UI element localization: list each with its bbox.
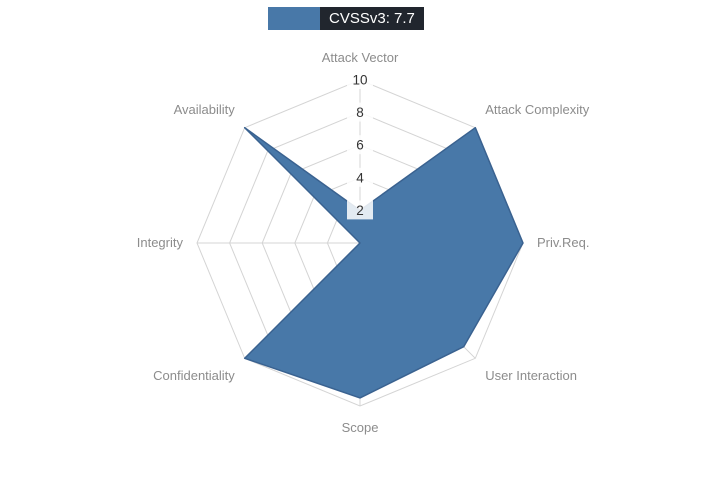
tick-label: 8 (347, 102, 373, 122)
legend[interactable]: CVSSv3: 7.7 (268, 7, 424, 30)
svg-text:6: 6 (356, 138, 364, 153)
tick-label: 6 (347, 135, 373, 155)
axis-label-scope: Scope (342, 420, 379, 435)
axis-label-integrity: Integrity (137, 235, 184, 250)
axis-label-attack-complexity: Attack Complexity (485, 102, 590, 117)
axis-label-confidentiality: Confidentiality (153, 368, 235, 383)
tick-label: 2 (347, 200, 373, 220)
axis-label-availability: Availability (174, 102, 236, 117)
svg-text:10: 10 (352, 73, 367, 88)
axis-label-priv-req-: Priv.Req. (537, 235, 590, 250)
tick-label: 4 (347, 167, 373, 187)
svg-text:8: 8 (356, 105, 364, 120)
axis-label-user-interaction: User Interaction (485, 368, 577, 383)
svg-text:4: 4 (356, 170, 364, 185)
legend-label: CVSSv3: 7.7 (320, 7, 424, 30)
tick-label: 10 (347, 70, 373, 89)
svg-text:2: 2 (356, 203, 364, 218)
axis-label-attack-vector: Attack Vector (322, 50, 399, 65)
cvss-score-polygon[interactable] (243, 126, 524, 399)
legend-swatch (268, 7, 320, 30)
